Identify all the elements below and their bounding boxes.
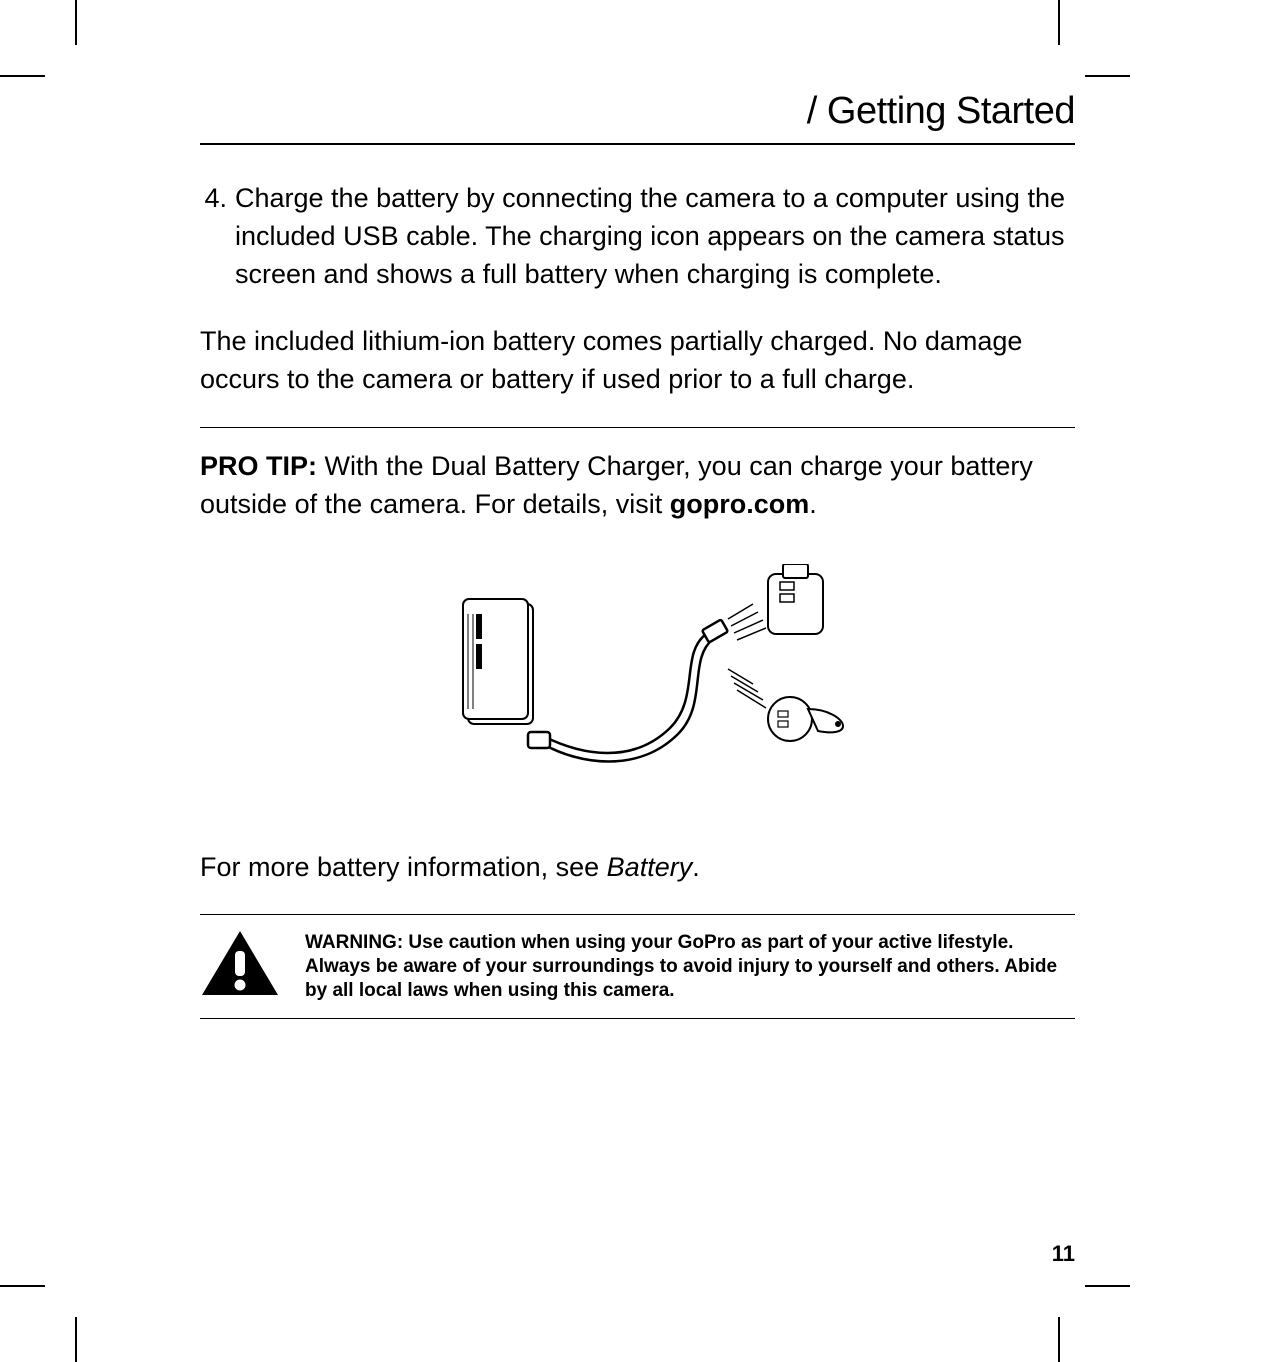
- crop-mark: [0, 75, 45, 77]
- step-item: 4. Charge the battery by connecting the …: [200, 180, 1075, 293]
- crop-mark: [1058, 0, 1060, 45]
- charger-svg: [408, 564, 868, 794]
- warning-section: WARNING: Use caution when using your GoP…: [200, 914, 1075, 1019]
- crop-mark: [0, 1285, 45, 1287]
- step-number: 4.: [200, 180, 235, 293]
- paragraph-more-info: For more battery information, see Batter…: [200, 849, 1075, 887]
- page-content: / Getting Started 4. Charge the battery …: [200, 90, 1075, 1019]
- pro-tip-section: PRO TIP: With the Dual Battery Charger, …: [200, 427, 1075, 524]
- pro-tip-link: gopro.com: [670, 489, 810, 519]
- charger-illustration: [200, 564, 1075, 799]
- pro-tip-body-after: .: [809, 489, 817, 519]
- section-header: / Getting Started: [200, 90, 1075, 145]
- warning-icon: [200, 929, 280, 1004]
- para2-suffix: .: [692, 852, 700, 882]
- pro-tip-text: PRO TIP: With the Dual Battery Charger, …: [200, 448, 1075, 524]
- pro-tip-label: PRO TIP:: [200, 451, 317, 481]
- para2-prefix: For more battery information, see: [200, 852, 607, 882]
- step-text: Charge the battery by connecting the cam…: [235, 180, 1075, 293]
- warning-text: WARNING: Use caution when using your GoP…: [305, 931, 1075, 1002]
- crop-mark: [1085, 75, 1130, 77]
- pro-tip-body-before: With the Dual Battery Charger, you can c…: [200, 451, 1033, 519]
- paragraph-battery-note: The included lithium-ion battery comes p…: [200, 323, 1075, 399]
- crop-mark: [75, 0, 77, 45]
- crop-mark: [1085, 1285, 1130, 1287]
- para2-italic: Battery: [607, 852, 693, 882]
- page-number: 11: [1052, 1241, 1075, 1267]
- crop-mark: [75, 1317, 77, 1362]
- crop-mark: [1058, 1317, 1060, 1362]
- page-title: / Getting Started: [200, 90, 1075, 133]
